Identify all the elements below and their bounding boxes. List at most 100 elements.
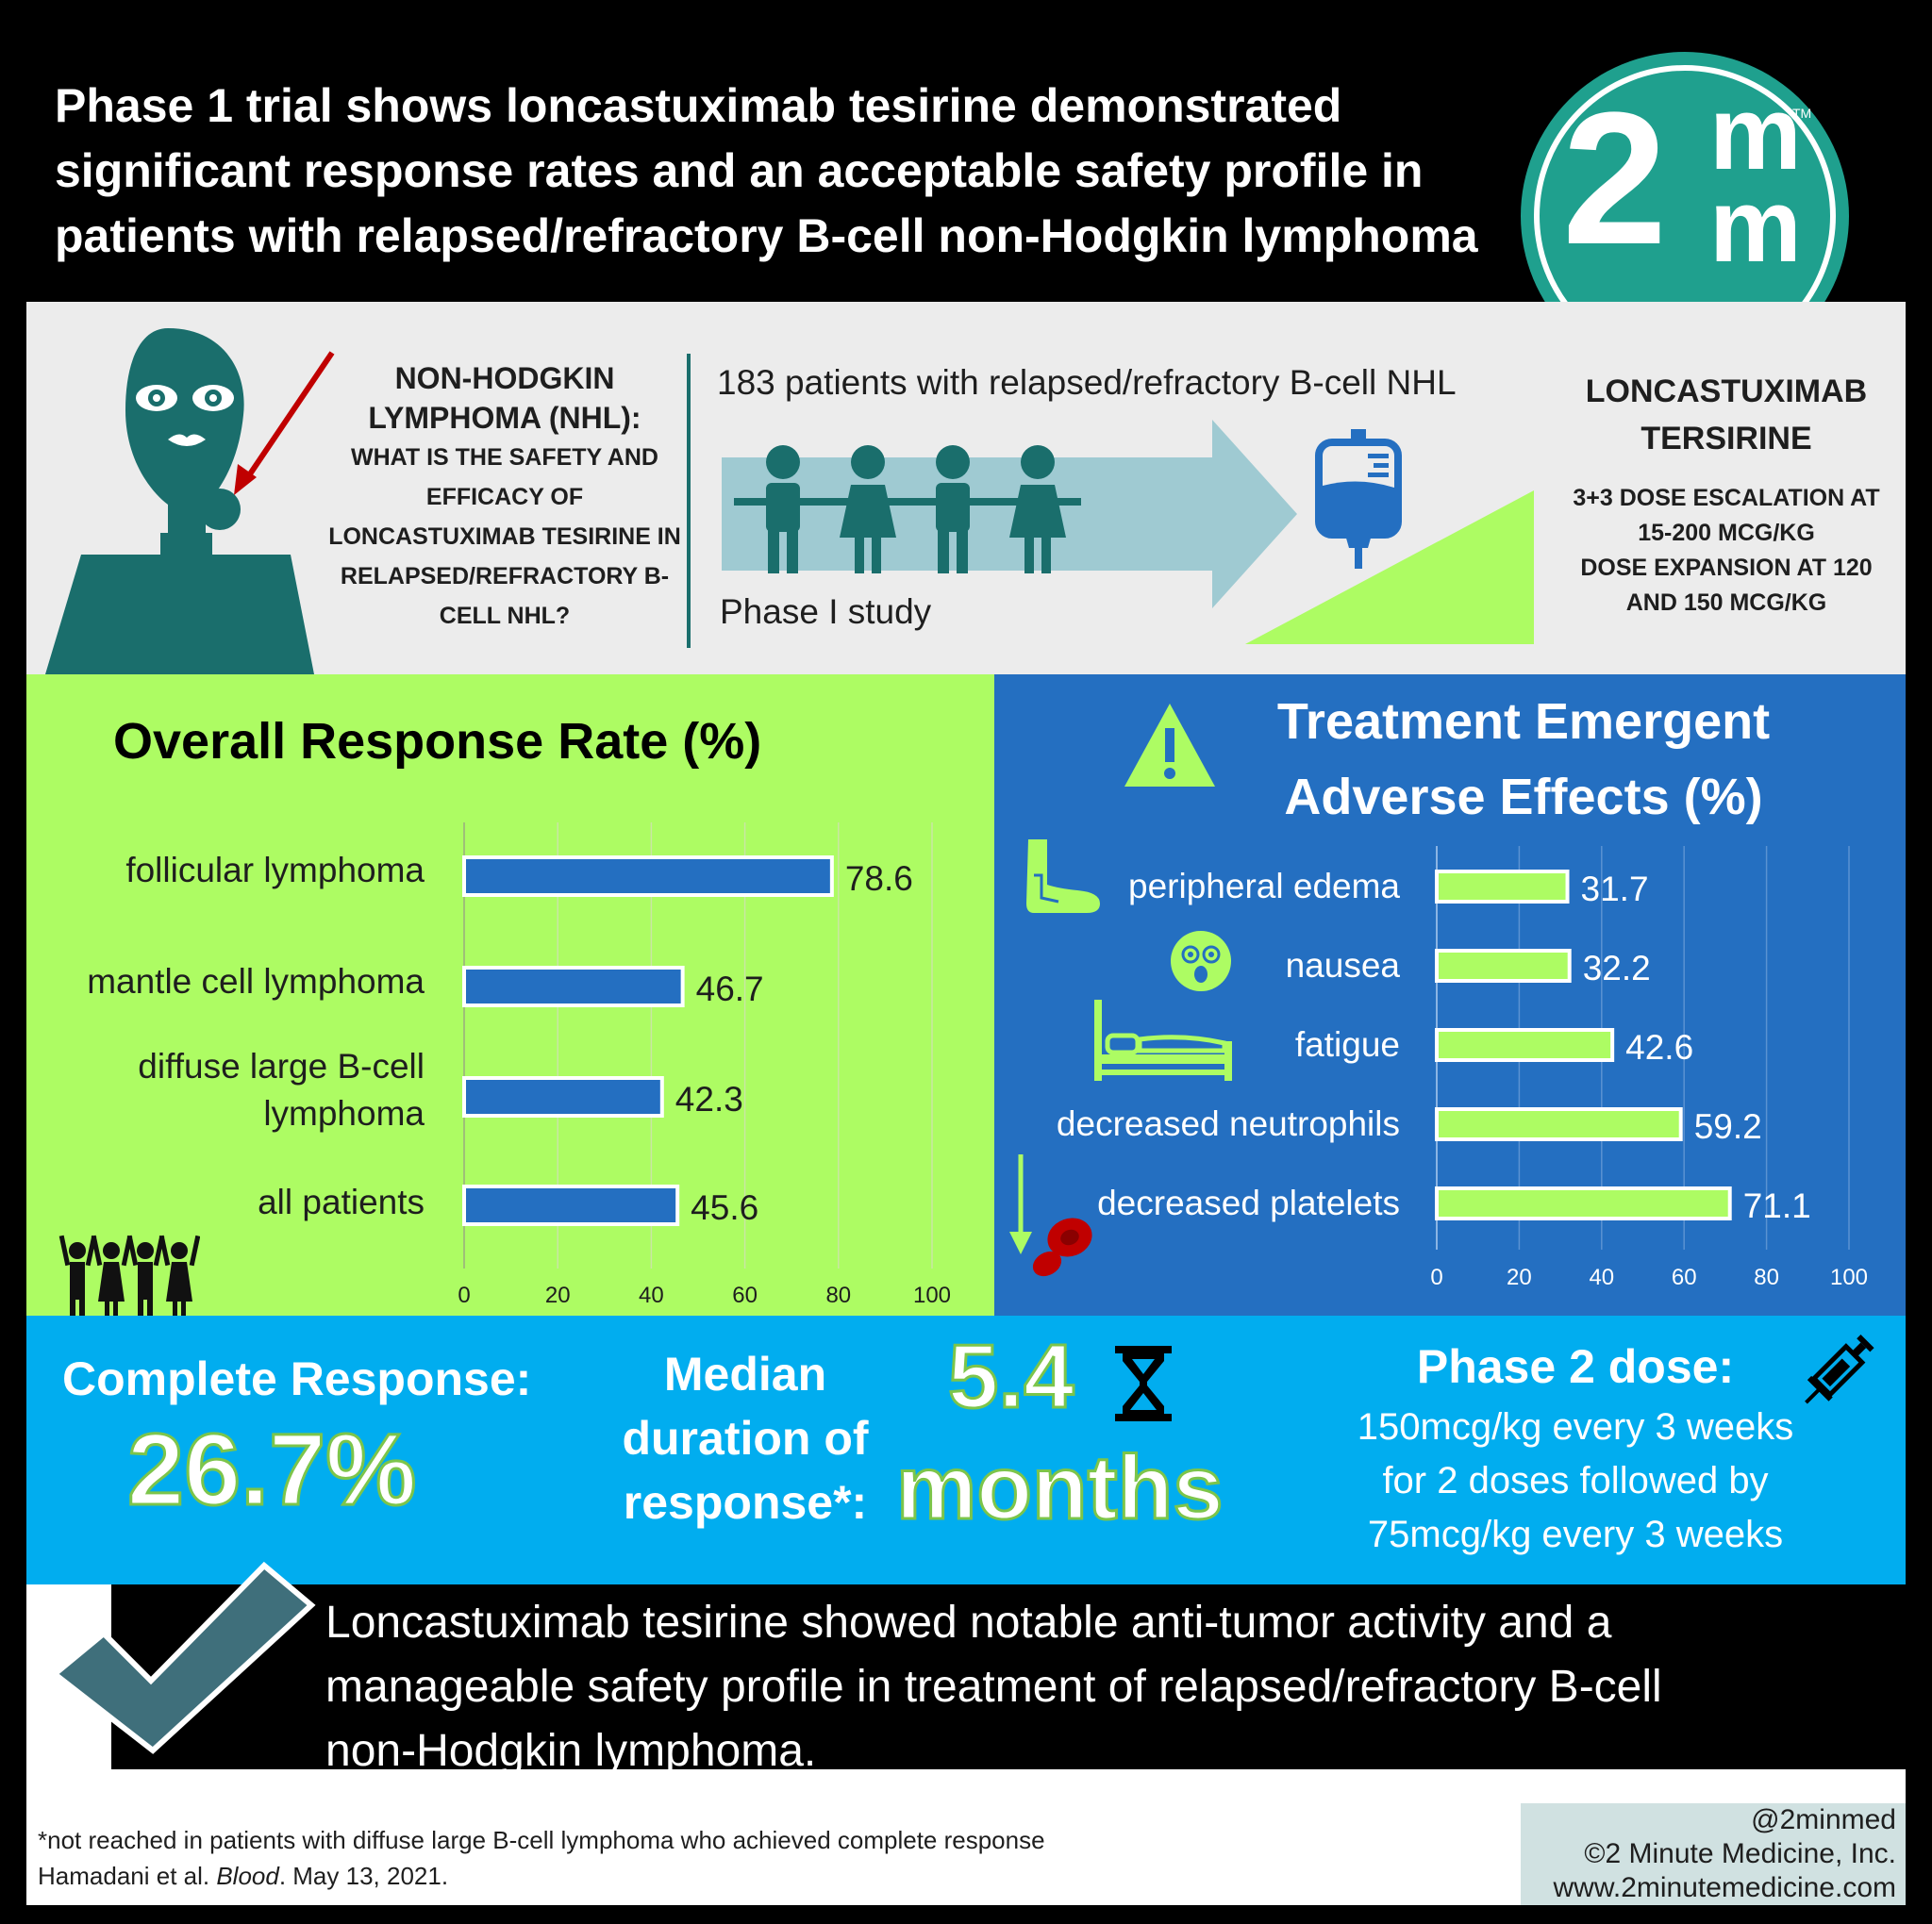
logo-letter-top: m [1709,75,1802,191]
orr-category-label: follicular lymphoma [28,847,425,894]
phase2-dose-title: Phase 2 dose: [1416,1340,1735,1393]
category-text: follicular lymphoma [125,851,425,889]
category-text: mantle cell lymphoma [87,962,425,1001]
category-text: all patients [258,1183,425,1221]
patients-group-icon [734,445,1081,573]
orr-category-label: all patients [28,1179,425,1226]
outcomes-band [26,1316,1906,1584]
x-tick-label: 60 [1672,1265,1697,1290]
adverse-effects-title: Treatment Emergent Adverse Effects (%) [1198,684,1849,835]
citation-authors: Hamadani et al. [38,1862,217,1890]
complete-response-value: 26.7% [125,1411,417,1527]
bar-value-label: 45.6 [691,1188,758,1227]
category-label: fatigue [1295,1025,1400,1064]
logo-letter-bottom: m [1709,168,1802,284]
dose-description: 3+3 DOSE ESCALATION AT 15-200 MCG/KG DOS… [1547,481,1906,621]
median-duration-unit: months [895,1436,1225,1540]
footnote: *not reached in patients with diffuse la… [38,1826,1045,1854]
bar [462,1076,664,1118]
bar-value-label: 71.1 [1743,1186,1811,1225]
x-tick-label: 100 [913,1283,951,1308]
bar [1435,1186,1732,1220]
bar [462,855,834,897]
dose-line: DOSE EXPANSION AT 120 [1580,555,1873,581]
drug-name-line: LONCASTUXIMAB [1585,373,1868,409]
question-title-line: NON-HODGKIN [394,361,615,395]
question-line: WHAT IS THE SAFETY AND [351,444,658,471]
orr-category-label: diffuse large B-cell lymphoma [28,1043,425,1137]
category-text: diffuse large B-cell [138,1047,425,1086]
conclusion-line: Loncastuximab tesirine showed notable an… [325,1598,1612,1648]
x-tick-label: 0 [1430,1265,1442,1290]
website-link[interactable]: www.2minutemedicine.com [1553,1872,1896,1903]
bar-value-label: 42.3 [675,1080,743,1119]
study-phase: Phase I study [720,592,932,631]
dose-line: 15-200 MCG/KG [1638,520,1815,546]
social-handle: @2minmed [1751,1804,1896,1835]
logo-digit: 2 [1562,74,1668,284]
question-line: LONCASTUXIMAB TESIRINE IN [328,523,681,550]
phase2-dose-description: 150mcg/kg every 3 weeks for 2 doses foll… [1311,1401,1840,1562]
bar [1435,1028,1615,1062]
copyright: ©2 Minute Medicine, Inc. [1584,1838,1896,1869]
checkmark-icon [50,1561,316,1754]
drug-name-line: TERSIRINE [1641,421,1812,456]
bar [1435,1107,1683,1141]
category-label: decreased platelets [1097,1184,1400,1222]
foot-icon [1026,839,1100,913]
logo-trademark: TM [1792,106,1812,121]
dose-line: 75mcg/kg every 3 weeks [1367,1514,1784,1555]
adverse-effects-bar-chart: 0 20 40 60 80 100 31.7 peripheral edema 32.2 naus… [1057,846,1868,1290]
bed-icon [1094,1000,1232,1081]
dose-line: AND 150 MCG/KG [1625,589,1827,616]
conclusion-text: Loncastuximab tesirine showed notable an… [325,1591,1891,1783]
iv-bag-icon [1315,429,1402,569]
x-tick-label: 100 [1830,1265,1868,1290]
bar [1435,949,1572,983]
dose-escalation-wedge [1245,490,1534,644]
x-tick-label: 80 [825,1283,851,1308]
x-tick-label: 80 [1754,1265,1779,1290]
median-line: duration of [622,1412,869,1465]
complete-response-label: Complete Response: [62,1352,532,1405]
bar [1435,870,1570,904]
x-tick-label: 40 [639,1283,664,1308]
research-question: NON-HODGKIN LYMPHOMA (NHL): WHAT IS THE … [311,358,698,636]
patient-count: 183 patients with relapsed/refractory B-… [717,363,1457,402]
citation-date: . May 13, 2021. [278,1862,449,1890]
conclusion-box [111,1584,1906,1769]
page-title: Phase 1 trial shows loncastuximab tesiri… [55,74,1526,269]
citation: Hamadani et al. Blood. May 13, 2021. [38,1858,1045,1894]
bar-value-label: 59.2 [1694,1107,1762,1146]
drug-name: LONCASTUXIMAB TERSIRINE [1561,368,1891,462]
title-line: Treatment Emergent [1276,693,1771,750]
median-duration-label: Median duration of response*: [613,1342,877,1534]
bar [462,1185,680,1226]
x-tick-label: 20 [545,1283,571,1308]
question-title-line: LYMPHOMA (NHL): [368,401,641,435]
x-tick-label: 60 [732,1283,758,1308]
x-tick-label: 20 [1507,1265,1532,1290]
median-line: response*: [623,1476,868,1529]
dose-line: 3+3 DOSE ESCALATION AT [1573,485,1880,511]
title-line: patients with relapsed/refractory B-cell… [55,209,1478,262]
median-duration-number: 5.4 [946,1325,1074,1429]
credits-text: @2minmed ©2 Minute Medicine, Inc. www.2m… [1521,1803,1896,1905]
section-divider [687,354,691,648]
hourglass-icon [1115,1346,1172,1421]
conclusion-line: manageable safety profile in treatment o… [325,1662,1662,1712]
title-line: significant response rates and an accept… [55,144,1424,197]
bar-value-label: 31.7 [1581,870,1649,908]
title-line: Phase 1 trial shows loncastuximab tesiri… [55,79,1342,132]
down-arrow-blood-cell-icon [1009,1154,1092,1277]
category-text: lymphoma [263,1094,425,1133]
bar [462,966,685,1007]
x-tick-label: 40 [1589,1265,1614,1290]
dose-line: 150mcg/kg every 3 weeks [1357,1406,1794,1448]
orr-bar-chart: 0 20 40 60 80 100 78.6 46.7 42.3 45.6 [458,822,951,1308]
dose-line: for 2 doses followed by [1382,1460,1769,1501]
category-label: peripheral edema [1128,867,1400,905]
question-line: EFFICACY OF [425,484,584,510]
question-line: CELL NHL? [439,603,571,629]
bar-value-label: 32.2 [1583,949,1651,987]
